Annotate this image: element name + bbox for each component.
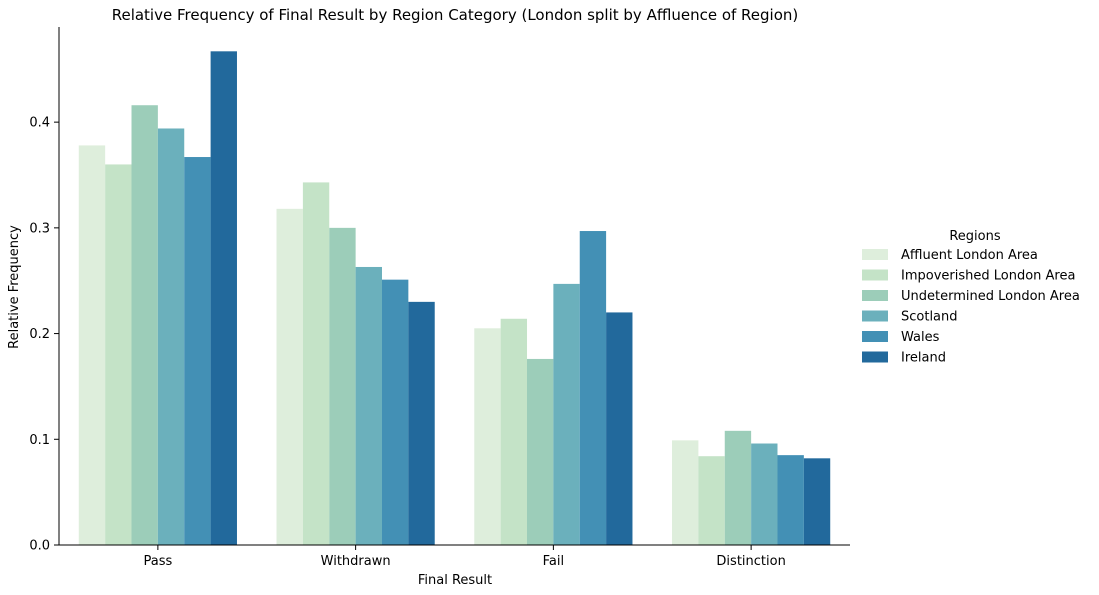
x-tick-label: Fail xyxy=(543,554,564,569)
x-tick-label: Withdrawn xyxy=(321,554,391,569)
bar-wales-withdrawn xyxy=(381,279,409,545)
legend-label: Impoverished London Area xyxy=(901,269,1075,284)
legend-label: Ireland xyxy=(901,351,946,366)
bar-scotland-fail xyxy=(553,283,580,545)
bar-impoverished-london-area-distinction xyxy=(698,456,725,545)
bar-ireland-pass xyxy=(210,51,237,546)
bar-ireland-distinction xyxy=(803,458,831,545)
bar-scotland-withdrawn xyxy=(355,266,382,545)
legend-items: Affluent London Area Impoverished London … xyxy=(862,248,1080,366)
bar-ireland-withdrawn xyxy=(408,301,435,545)
legend-swatch xyxy=(862,249,888,260)
bar-impoverished-london-area-fail xyxy=(500,318,528,545)
bar-affluent-london-area-withdrawn xyxy=(276,208,303,546)
legend: Regions Affluent London Area Impoverished… xyxy=(862,229,1080,366)
bar-impoverished-london-area-pass xyxy=(105,164,132,545)
bar-undetermined-london-area-pass xyxy=(131,105,158,545)
chart-title: Relative Frequency of Final Result by Re… xyxy=(112,6,799,24)
bar-impoverished-london-area-withdrawn xyxy=(302,182,330,545)
bar-wales-distinction xyxy=(777,455,804,545)
y-tick-label: 0.2 xyxy=(29,327,50,342)
bar-wales-fail xyxy=(579,231,607,545)
x-axis: Pass Withdrawn Fail Distinction xyxy=(59,544,850,569)
legend-label: Wales xyxy=(901,330,940,345)
legend-label: Undetermined London Area xyxy=(901,289,1080,304)
x-tick-label: Pass xyxy=(143,554,172,569)
y-tick-label: 0.1 xyxy=(29,433,50,448)
y-axis-label: Relative Frequency xyxy=(7,225,22,349)
legend-swatch xyxy=(862,351,888,363)
legend-label: Affluent London Area xyxy=(901,248,1038,263)
bar-undetermined-london-area-distinction xyxy=(724,430,752,545)
legend-title: Regions xyxy=(949,229,1001,244)
bar-scotland-pass xyxy=(157,128,185,545)
bars-group xyxy=(78,51,831,546)
y-tick-label: 0.0 xyxy=(29,539,50,554)
legend-label: Scotland xyxy=(901,310,958,325)
bar-undetermined-london-area-withdrawn xyxy=(329,227,356,545)
bar-undetermined-london-area-fail xyxy=(527,358,554,545)
bar-affluent-london-area-pass xyxy=(78,145,106,545)
legend-swatch xyxy=(862,331,888,342)
legend-swatch xyxy=(862,290,888,301)
bar-ireland-fail xyxy=(606,312,633,545)
bar-wales-pass xyxy=(184,157,211,545)
legend-swatch xyxy=(862,269,888,281)
y-tick-label: 0.3 xyxy=(29,221,50,236)
x-tick-label: Distinction xyxy=(716,554,785,569)
x-axis-label: Final Result xyxy=(418,573,492,588)
bar-scotland-distinction xyxy=(751,443,778,545)
legend-swatch xyxy=(862,310,888,322)
y-axis: 0.0 0.1 0.2 0.3 0.4 xyxy=(29,27,60,554)
y-tick-label: 0.4 xyxy=(29,116,50,131)
bar-affluent-london-area-distinction xyxy=(672,440,699,545)
bar-affluent-london-area-fail xyxy=(474,328,501,545)
